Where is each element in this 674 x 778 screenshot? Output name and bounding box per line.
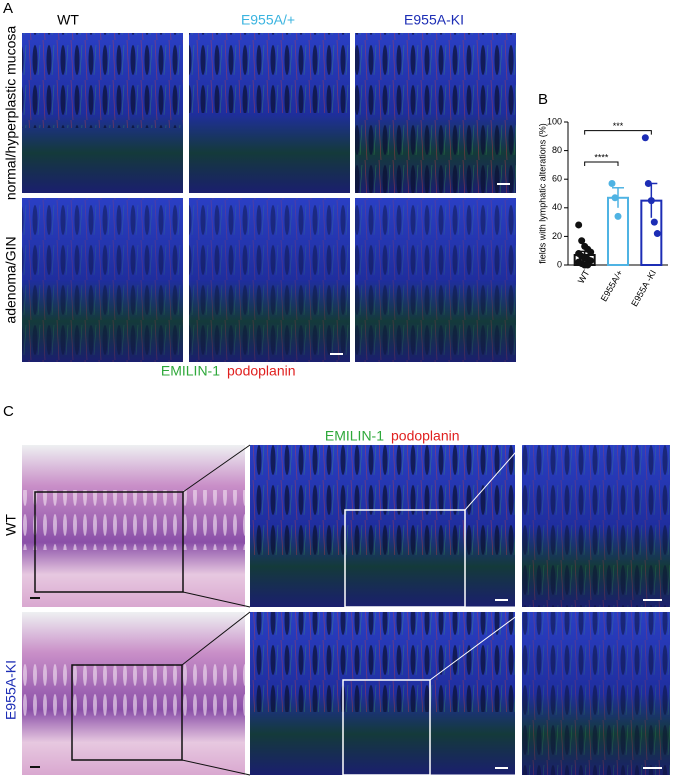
micrograph-texture [250,445,515,555]
data-point [578,237,586,245]
micrograph-texture [22,198,183,362]
y-tick-label: 20 [552,231,562,241]
y-tick-label: 80 [552,145,562,155]
x-tick-label: WT [576,268,592,286]
zoom-box [344,509,466,608]
micrograph-texture [355,198,516,362]
y-tick-label: 60 [552,174,562,184]
panel-label: C [3,403,14,420]
y-tick-label: 0 [557,259,562,269]
zoom-box [34,491,184,593]
stain-label: podoplanin [391,428,460,444]
x-tick-label: E955A/+ [599,268,625,303]
data-point [614,212,622,220]
stain-label: EMILIN-1 [161,363,220,379]
micrograph-grid [22,33,516,362]
zoom-line [181,611,251,666]
x-tick-label: E955A -KI [629,268,658,308]
micrograph-texture [189,33,350,113]
micrograph-texture [250,612,515,712]
micrograph-texture [189,198,350,362]
data-point [653,230,661,238]
micrograph-texture [355,33,516,193]
data-point [641,134,649,142]
micrograph-texture [522,445,670,607]
significance-label: *** [613,121,624,131]
y-tick-label: 100 [547,116,562,126]
y-tick-label: 40 [552,202,562,212]
micrograph-grid [22,444,670,776]
he-texture [22,660,245,720]
significance-bracket [584,130,652,135]
significance-bracket [584,161,619,167]
row-label: WT [3,514,19,536]
row-label: adenoma/GIN [3,236,19,323]
data-point [650,218,658,226]
significance-label: **** [594,152,609,162]
data-point [611,194,619,202]
he-texture [22,490,245,550]
stain-label: podoplanin [227,363,296,379]
zoom-box [342,679,431,776]
data-point [587,248,595,256]
data-point [644,179,652,187]
y-axis-label: fields with lymphatic alterations (%) [537,123,547,264]
row-label: E955A-KI [3,660,19,720]
column-header: E955A/+ [241,12,295,28]
micrograph-texture [22,33,183,128]
data-point [647,197,655,205]
column-header: E955A-KI [404,12,464,28]
panel-label: B [538,91,548,108]
bar [607,196,629,266]
data-point [575,221,583,229]
panel-label: A [3,0,13,17]
micrograph-texture [522,612,670,775]
zoom-line [182,444,251,493]
column-header: WT [57,12,79,28]
zoom-line [464,444,523,511]
stain-label: EMILIN-1 [325,428,384,444]
zoom-line [429,611,523,681]
data-point [608,179,616,187]
zoom-box [71,664,183,761]
row-label: normal/hyperplastic mucosa [3,26,19,201]
data-point [584,261,592,269]
zoom-line [182,591,251,608]
zoom-line [181,759,251,776]
